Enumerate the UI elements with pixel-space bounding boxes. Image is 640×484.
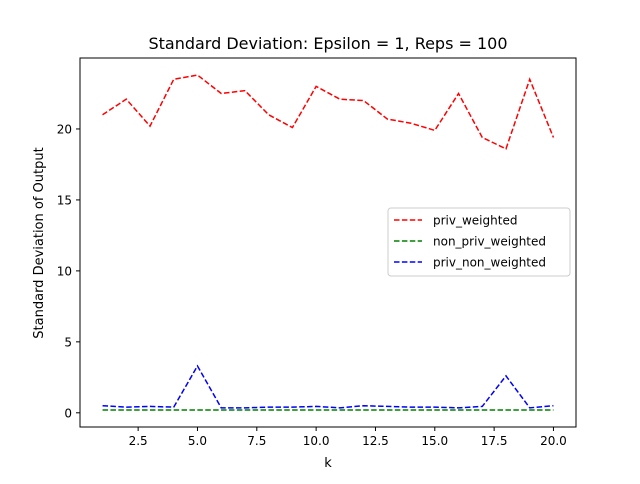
y-tick-label: 0 (64, 406, 72, 420)
x-tick-label: 10.0 (303, 434, 330, 448)
y-axis-label: Standard Deviation of Output (32, 147, 47, 338)
x-axis: 2.5 5.0 7.5 10.0 12.5 15.0 17.5 20.0 (129, 427, 567, 448)
series-line-priv-non-weighted (102, 364, 554, 409)
legend-label: priv_weighted (433, 214, 517, 228)
x-tick-label: 7.5 (247, 434, 266, 448)
y-tick-label: 5 (64, 335, 72, 349)
legend-label: priv_non_weighted (433, 256, 546, 270)
y-tick-label: 15 (57, 193, 72, 207)
x-tick-label: 15.0 (421, 434, 448, 448)
series-layer (102, 74, 555, 411)
legend-label: non_priv_weighted (433, 235, 546, 249)
y-tick-label: 10 (57, 264, 72, 278)
x-tick-label: 5.0 (188, 434, 207, 448)
x-tick-label: 17.5 (481, 434, 508, 448)
x-tick-label: 12.5 (362, 434, 389, 448)
chart-title: Standard Deviation: Epsilon = 1, Reps = … (148, 34, 507, 53)
series-line-priv-weighted (102, 74, 555, 150)
legend: priv_weighted non_priv_weighted priv_non_w… (387, 207, 571, 277)
y-tick-label: 20 (57, 122, 72, 136)
plot-frame (79, 57, 577, 428)
legend-entries: priv_weighted non_priv_weighted priv_non_w… (394, 214, 546, 270)
legend-box (387, 207, 571, 277)
x-axis-label: k (324, 456, 332, 471)
x-tick-label: 2.5 (129, 434, 148, 448)
y-axis: 0 5 10 15 20 (57, 122, 80, 420)
x-tick-label: 20.0 (540, 434, 567, 448)
